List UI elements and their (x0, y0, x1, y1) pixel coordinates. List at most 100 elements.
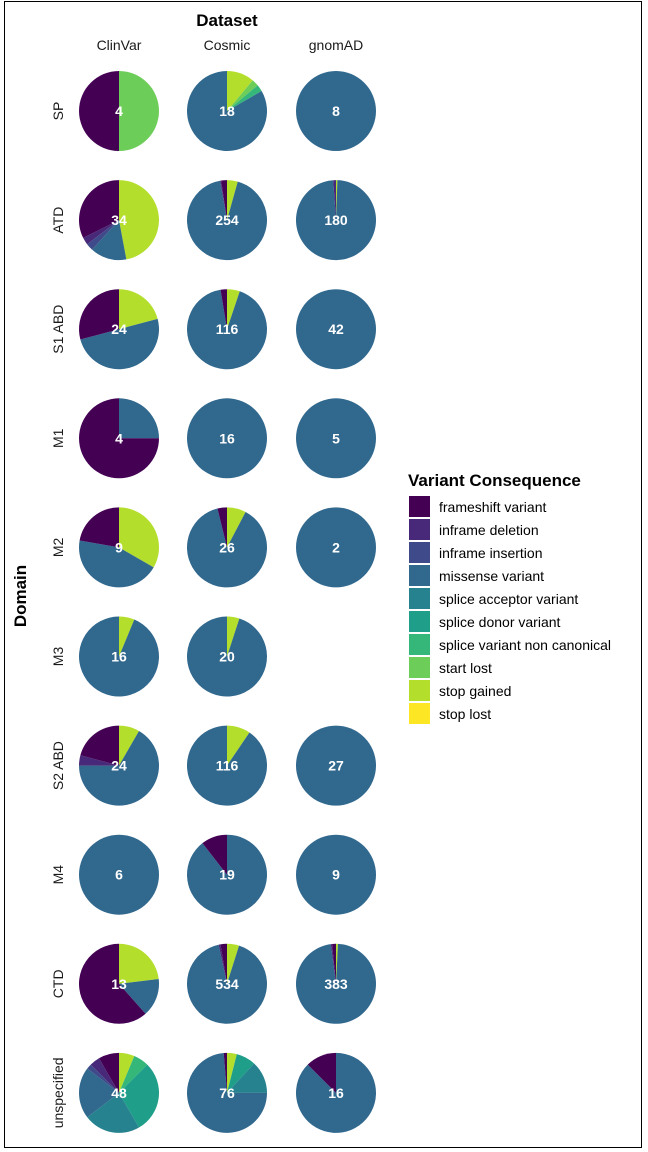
legend-item-frameshift-variant: frameshift variant (409, 496, 546, 517)
pie-slice-stop-gained (119, 289, 158, 330)
pie-slice-missense-variant (296, 507, 376, 588)
legend-label: splice variant non canonical (439, 637, 611, 653)
pie-slice-splice-donor-variant (119, 1064, 160, 1128)
legend-label: inframe insertion (439, 545, 543, 561)
pie-unspecified-gnomad: 16 (296, 1052, 376, 1133)
pie-slice-frameshift-variant (79, 507, 119, 548)
pie-slice-missense-variant (295, 943, 376, 1024)
column-label-clinvar: ClinVar (97, 37, 142, 53)
row-label-s1-abd: S1 ABD (50, 305, 66, 354)
pie-slice-stop-gained (227, 943, 240, 984)
pie-slice-missense-variant (119, 978, 160, 1014)
pie-atd-gnomad: 180 (295, 180, 376, 261)
legend-label: splice acceptor variant (439, 591, 578, 607)
pie-slice-missense-variant (79, 540, 154, 588)
pie-slice-inframe-deletion (79, 755, 119, 766)
legend-label: inframe deletion (439, 522, 539, 538)
legend-item-splice-acceptor-variant: splice acceptor variant (409, 588, 578, 609)
pie-count-label: 34 (111, 212, 127, 228)
legend-swatch (409, 565, 430, 586)
pie-slice-missense-variant (79, 834, 159, 915)
pie-slice-missense-variant (80, 318, 160, 370)
pie-s2-abd-clinvar: 24 (79, 725, 160, 806)
pie-atd-cosmic: 254 (187, 180, 268, 261)
pie-m2-cosmic: 26 (186, 507, 267, 588)
pie-slice-splice-variant-non-canonical (227, 85, 262, 111)
pie-count-label: 383 (324, 976, 348, 992)
pie-count-label: 2 (332, 539, 340, 555)
legend-title: Variant Consequence (408, 471, 581, 490)
pie-slice-missense-variant (296, 834, 376, 915)
pie-count-label: 16 (111, 649, 127, 665)
pie-slice-missense-variant (187, 71, 267, 151)
pie-ctd-gnomad: 383 (295, 943, 376, 1024)
pie-slice-stop-gained (227, 507, 246, 548)
pie-count-label: 534 (215, 976, 239, 992)
pie-slice-start-lost (119, 71, 159, 151)
pie-slice-stop-gained (227, 71, 253, 111)
pie-count-label: 16 (219, 430, 235, 446)
pie-slice-missense-variant (186, 289, 267, 370)
pie-count-label: 16 (328, 1085, 344, 1101)
pie-count-label: 26 (219, 539, 235, 555)
pie-slice-frameshift-variant (79, 180, 119, 238)
column-label-gnomad: gnomAD (309, 37, 363, 53)
pie-count-label: 42 (328, 321, 344, 337)
domain-strip-labels: SP ATD S1 ABD M1 M2 M3 S2 ABD M4 CTD unspecified (50, 102, 66, 1129)
row-label-ctd: CTD (50, 969, 66, 998)
row-label-m2: M2 (50, 537, 66, 557)
pie-count-label: 24 (111, 321, 127, 337)
pie-slice-inframe-deletion (333, 180, 336, 221)
pie-slice-stop-gained (227, 616, 240, 657)
pie-count-label: 19 (219, 867, 235, 883)
pie-slice-missense-variant (296, 725, 376, 806)
pie-count-label: 27 (328, 758, 344, 774)
row-label-atd: ATD (50, 207, 66, 234)
pie-sp-gnomad: 8 (296, 71, 376, 151)
pie-slice-stop-gained (227, 725, 250, 766)
pie-count-label: 8 (332, 103, 340, 119)
pie-slice-missense-variant (187, 398, 267, 479)
pie-slice-inframe-deletion (218, 944, 227, 984)
pie-slice-stop-gained (336, 943, 338, 984)
pie-count-label: 9 (115, 539, 123, 555)
pie-slice-stop-gained (227, 289, 240, 330)
pie-m2-gnomad: 2 (296, 507, 376, 588)
legend-label: splice donor variant (439, 614, 561, 630)
pie-m4-gnomad: 9 (296, 834, 376, 915)
pie-slice-inframe-deletion (330, 943, 336, 984)
legend-item-stop-lost: stop lost (409, 703, 491, 724)
pie-count-label: 116 (216, 758, 239, 774)
pie-slice-frameshift-variant (220, 943, 227, 984)
legend-swatch (409, 703, 430, 724)
pie-count-label: 5 (332, 430, 340, 446)
legend-swatch (409, 634, 430, 655)
pie-slice-frameshift-variant (79, 71, 119, 151)
legend-item-start-lost: start lost (409, 657, 492, 678)
pie-m3-cosmic: 20 (187, 616, 268, 697)
pie-count-label: 4 (115, 430, 123, 446)
pie-slice-stop-gained (119, 616, 135, 657)
legend: Variant Consequence frameshift variant in… (408, 471, 611, 724)
pie-slice-missense-variant (187, 616, 268, 697)
pie-slice-frameshift-variant (80, 725, 119, 766)
pie-slice-missense-variant (186, 508, 267, 588)
pie-count-label: 20 (219, 649, 235, 665)
legend-item-inframe-deletion: inframe deletion (409, 519, 539, 540)
pie-slice-splice-donor-variant (227, 1054, 255, 1093)
legend-swatch (409, 611, 430, 632)
row-label-s2-abd: S2 ABD (50, 741, 66, 790)
pie-slice-frameshift-variant (79, 289, 119, 340)
pie-slice-missense-variant (79, 616, 160, 697)
legend-item-stop-gained: stop gained (409, 680, 511, 701)
legend-item-splice-donor-variant: splice donor variant (409, 611, 561, 632)
legend-item-inframe-insertion: inframe insertion (409, 542, 543, 563)
pie-slice-missense-variant (296, 398, 376, 479)
legend-label: missense variant (439, 568, 544, 584)
pie-slice-missense-variant (296, 289, 376, 370)
pie-slice-missense-variant (186, 834, 267, 915)
pie-slice-stop-gained (336, 180, 338, 221)
legend-label: stop lost (439, 706, 491, 722)
pie-slice-frameshift-variant (223, 1052, 227, 1093)
legend-item-missense-variant: missense variant (409, 565, 544, 586)
